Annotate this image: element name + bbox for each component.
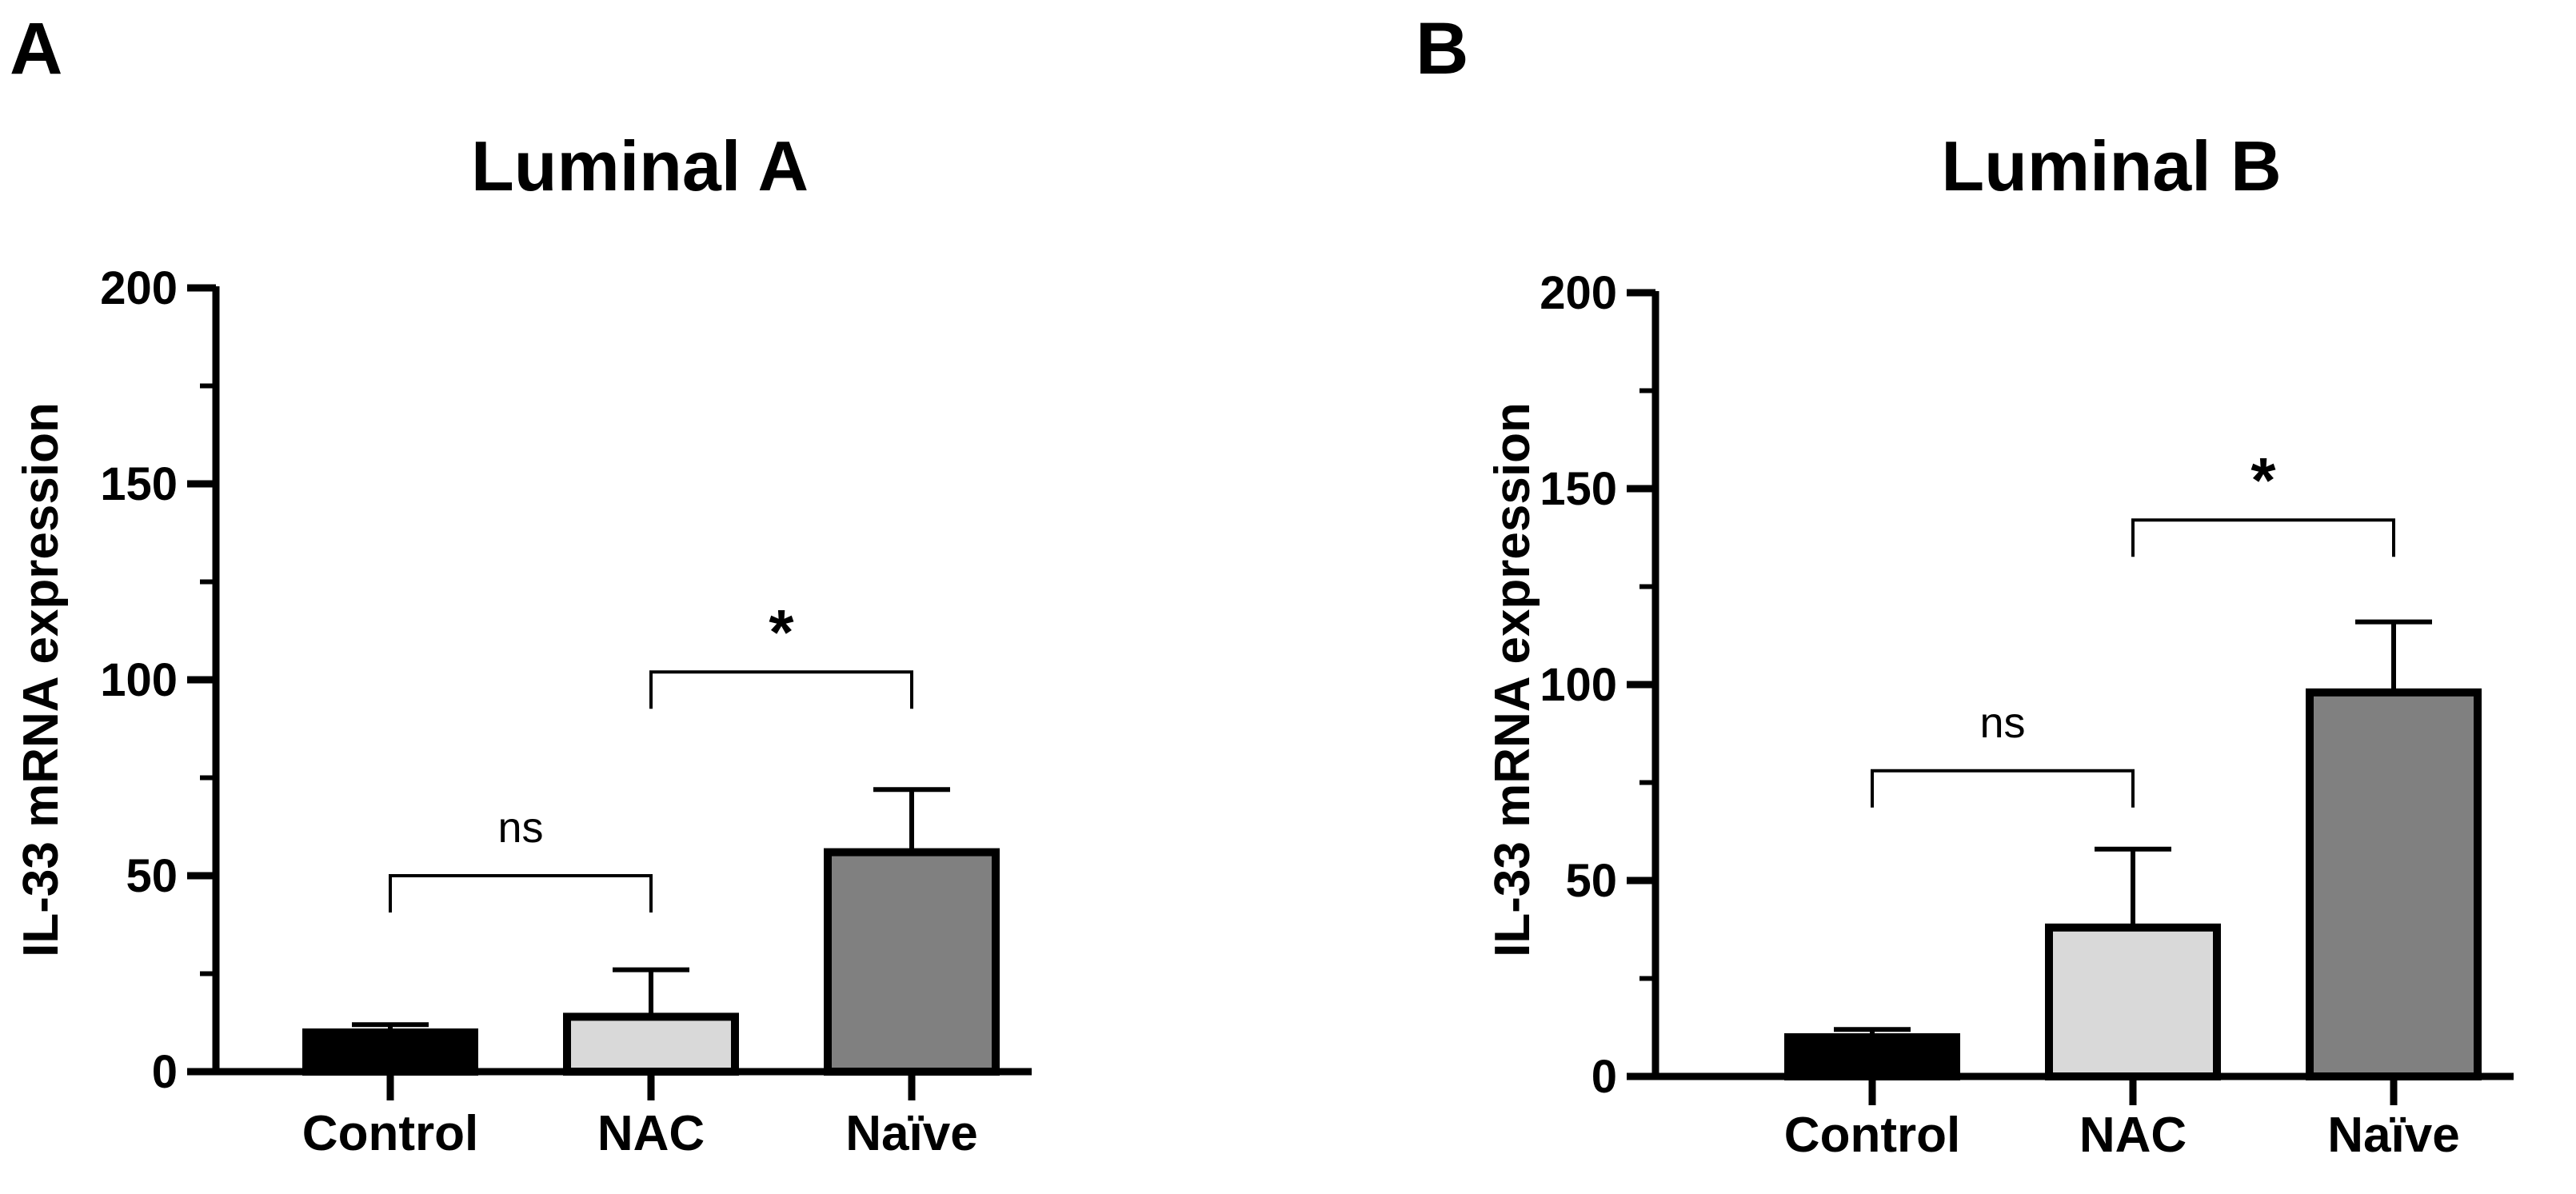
significance-bracket [2131,518,2395,557]
y-tick-label: 150 [1540,463,1617,515]
panel-a: A Luminal A IL-33 mRNA expression 0 50 100 150… [10,8,1032,1161]
y-tick-label: 150 [100,458,178,510]
y-tick-label: 100 [1540,659,1617,711]
significance-bracket [389,874,653,912]
significance-label: ns [1979,699,2025,747]
significance-bracket [1871,769,2135,808]
x-tick-label: Control [302,1106,478,1161]
significance-bracket [649,670,913,709]
significance-label: * [769,597,794,668]
x-tick-label: Naïve [845,1106,977,1161]
x-tick-label: NAC [597,1106,705,1161]
y-tick-label: 0 [152,1046,178,1098]
y-tick-label: 200 [100,262,178,314]
bar [824,848,1000,1076]
significance-label: ns [497,804,543,852]
chart-title: Luminal B [1941,126,2281,206]
panel-b: B Luminal B IL-33 mRNA expression 0 50 100 150… [1416,8,2514,1163]
chart-title: Luminal A [471,126,809,206]
x-tick-label: Naïve [2327,1108,2459,1163]
significance-label: * [2251,445,2276,516]
panel-letter: A [10,8,62,90]
y-tick-label: 50 [126,850,178,902]
y-axis-label: IL-33 mRNA expression [1485,402,1540,957]
x-tick-label: NAC [2079,1108,2187,1163]
x-tick-label: Control [1784,1108,1960,1163]
panel-letter: B [1416,8,1468,90]
bar [2045,923,2221,1081]
bar [1784,1033,1960,1080]
y-tick-label: 200 [1540,267,1617,319]
bar [563,1012,739,1076]
y-tick-label: 50 [1565,855,1617,907]
y-tick-label: 100 [100,654,178,706]
y-axis-label: IL-33 mRNA expression [14,402,69,957]
bar [302,1028,478,1076]
bar [2306,688,2482,1080]
y-tick-label: 0 [1592,1051,1617,1103]
